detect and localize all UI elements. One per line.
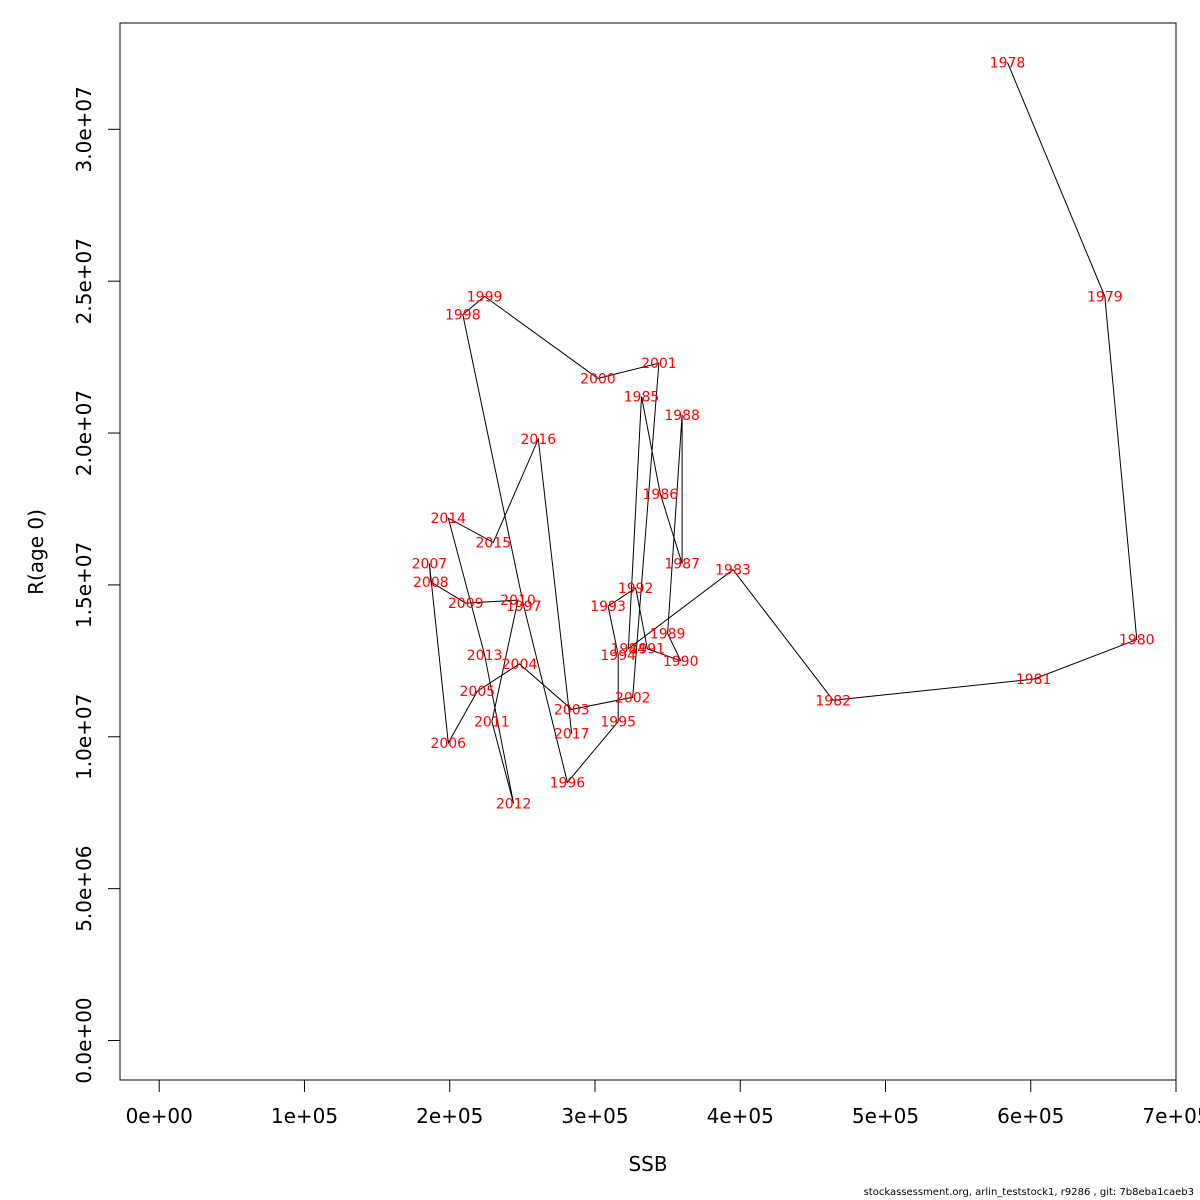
y-tick-label: 5.0e+06 (72, 845, 96, 931)
x-axis-title: SSB (628, 1152, 667, 1176)
year-point-label: 2002 (615, 690, 651, 706)
y-tick-label: 1.0e+07 (72, 694, 96, 780)
x-tick-label: 0e+00 (126, 1104, 193, 1128)
year-point-label: 2006 (430, 736, 466, 752)
year-point-label: 2007 (412, 557, 448, 573)
y-tick-label: 2.0e+07 (72, 390, 96, 476)
year-point-label: 2005 (460, 684, 496, 700)
year-point-label: 1984 (611, 642, 647, 658)
year-point-label: 1988 (664, 408, 700, 424)
x-tick-label: 5e+05 (852, 1104, 919, 1128)
footer-credit: stockassessment.org, arlin_teststock1, r… (863, 1187, 1194, 1198)
year-point-label: 1978 (990, 55, 1026, 71)
year-point-label: 1998 (445, 308, 481, 324)
x-tick-label: 3e+05 (561, 1104, 628, 1128)
year-point-label: 1991 (629, 642, 665, 658)
y-tick-label: 0.0e+00 (72, 997, 96, 1083)
y-tick-label: 3.0e+07 (72, 86, 96, 172)
year-point-label: 1992 (618, 581, 654, 597)
year-labels: 1978 1979 1980 1981 1982 1983 1984 1985 1986 1987… (412, 55, 1155, 812)
year-point-label: 1996 (550, 775, 586, 791)
year-point-label: 2016 (521, 432, 557, 448)
year-point-label: 2015 (475, 535, 511, 551)
year-point-label: 2010 (500, 593, 536, 609)
year-point-label: 2004 (502, 657, 538, 673)
year-point-label: 1985 (624, 390, 660, 406)
year-point-label: 2014 (430, 511, 466, 527)
year-point-label: 1982 (815, 693, 851, 709)
ssb-recruitment-trajectory (428, 62, 1138, 804)
x-tick-label: 4e+05 (707, 1104, 774, 1128)
year-point-label: 1999 (467, 289, 503, 305)
year-point-label: 1995 (600, 715, 636, 731)
y-tick-label: 1.5e+07 (72, 542, 96, 628)
year-point-label: 2011 (474, 715, 510, 731)
year-point-label: 2012 (496, 797, 532, 813)
year-point-label: 2001 (641, 356, 677, 372)
year-point-label: 1983 (715, 563, 751, 579)
year-point-label: 1980 (1119, 633, 1155, 649)
year-point-label: 1987 (664, 557, 700, 573)
x-tick-label: 7e+05 (1142, 1104, 1200, 1128)
year-point-label: 2017 (554, 727, 590, 743)
y-axis-title: R(age 0) (24, 509, 48, 595)
year-point-label: 1989 (650, 627, 686, 643)
year-point-label: 1986 (643, 487, 679, 503)
year-point-label: 2013 (467, 648, 503, 664)
x-tick-label: 1e+05 (271, 1104, 338, 1128)
y-axis: 0.0e+00 5.0e+06 1.0e+07 1.5e+07 2.0e+07 2.5e+… (72, 86, 121, 1084)
year-point-label: 1993 (590, 599, 626, 615)
year-point-label: 1990 (663, 654, 699, 670)
year-point-label: 1979 (1087, 289, 1123, 305)
x-tick-label: 6e+05 (997, 1104, 1064, 1128)
year-point-label: 2000 (580, 371, 616, 387)
year-point-label: 1997 (506, 599, 542, 615)
plot-frame (119, 22, 1177, 1081)
year-point-label: 2003 (554, 702, 590, 718)
year-point-label: 1994 (600, 648, 636, 664)
year-point-label: 1981 (1016, 672, 1052, 688)
year-point-label: 2008 (413, 575, 449, 591)
x-axis: 0e+00 1e+05 2e+05 3e+05 4e+05 5e+05 6e+05 7e+05 (126, 1079, 1200, 1128)
y-tick-label: 2.5e+07 (72, 238, 96, 324)
series-line (428, 62, 1138, 804)
x-tick-label: 2e+05 (416, 1104, 483, 1128)
year-point-label: 2009 (448, 596, 484, 612)
